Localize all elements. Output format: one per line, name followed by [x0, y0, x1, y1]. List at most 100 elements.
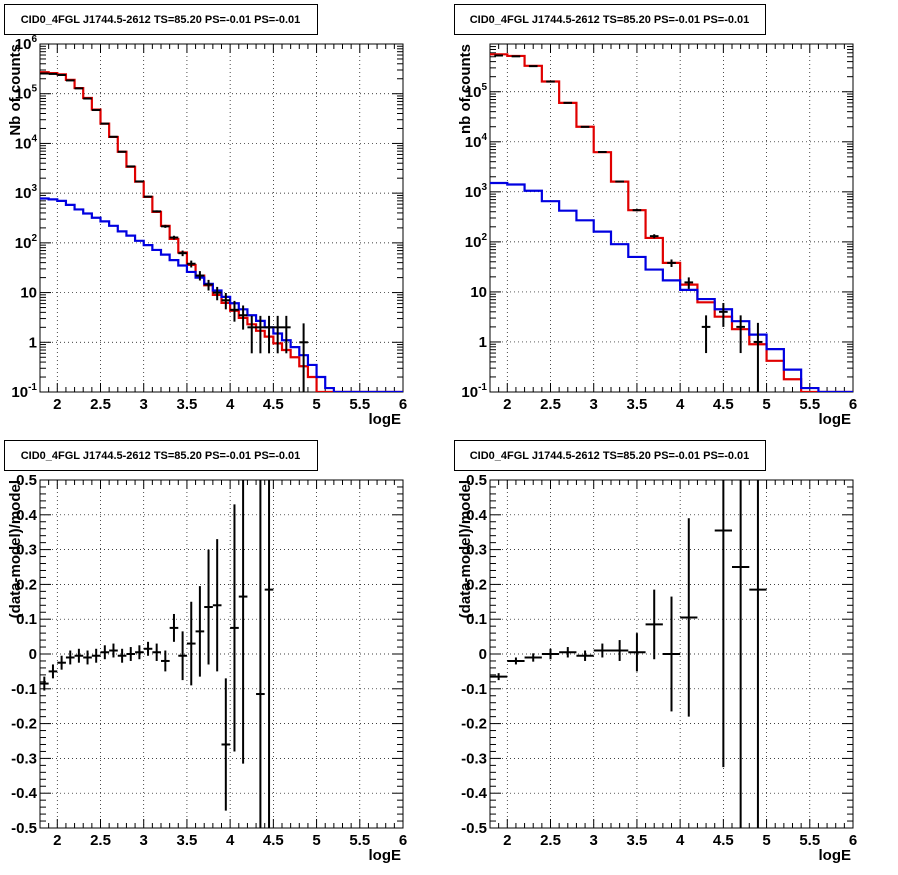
- y-tick-base: 10: [15, 135, 32, 152]
- y-tick-base: 10: [15, 185, 32, 202]
- series-layer: [490, 480, 767, 828]
- data-point: [169, 613, 179, 642]
- y-tick-label: -0.3: [461, 750, 487, 767]
- y-tick-base: 1: [479, 334, 487, 351]
- data-point: [212, 286, 222, 301]
- series-layer: [40, 71, 403, 392]
- y-tick-label: 0: [479, 646, 487, 663]
- y-tick-label: -0.2: [461, 716, 487, 733]
- data-point: [169, 235, 179, 240]
- data-point: [126, 165, 136, 168]
- series-layer: [490, 53, 853, 392]
- data-point: [256, 315, 265, 354]
- title-box: [4, 440, 318, 471]
- y-tick-label: 10-1: [461, 382, 487, 401]
- y-tick-exponent: 5: [31, 84, 37, 95]
- data-point: [680, 518, 698, 717]
- y-tick-label: 104: [15, 133, 38, 152]
- x-tick-label: 3.5: [626, 832, 647, 849]
- data-point: [559, 647, 577, 658]
- data-point: [195, 271, 205, 281]
- y-tick-label: 0.4: [466, 507, 488, 524]
- x-tick-label: 4: [676, 396, 685, 413]
- data-point: [611, 640, 629, 661]
- title-box: [454, 4, 766, 35]
- data-point: [204, 279, 213, 291]
- data-point: [161, 224, 170, 228]
- x-tick-label: 6: [399, 832, 407, 849]
- y-tick-label: 10: [20, 285, 37, 302]
- y-tick-label: 0.5: [466, 472, 487, 489]
- x-tick-label: 2.5: [90, 396, 111, 413]
- data-point: [490, 673, 508, 681]
- x-tick-label: 4: [226, 832, 235, 849]
- data-point: [100, 645, 110, 660]
- x-tick-label: 3: [590, 832, 598, 849]
- y-tick-label: 0.3: [16, 542, 37, 559]
- y-tick-label: 0.1: [466, 611, 487, 628]
- data-point: [238, 305, 248, 330]
- y-tick-label: 102: [465, 232, 488, 251]
- x-tick-label: 2: [503, 832, 511, 849]
- x-tick-label: 2.5: [90, 832, 111, 849]
- x-axis-title: logE: [819, 411, 852, 428]
- data-point: [143, 195, 153, 198]
- y-tick-label: 104: [465, 132, 488, 151]
- x-tick-label: 5.5: [799, 832, 820, 849]
- data-point: [212, 539, 222, 672]
- data-point: [282, 315, 291, 354]
- data-point: [178, 631, 187, 681]
- title-box: [454, 440, 766, 471]
- data-point: [299, 323, 308, 392]
- y-tick-label: 103: [465, 182, 488, 201]
- data-point: [143, 641, 153, 656]
- y-tick-label: -0.4: [461, 785, 488, 802]
- x-tick-label: 6: [849, 396, 857, 413]
- x-tick-label: 4.5: [713, 396, 734, 413]
- x-tick-label: 2: [53, 832, 61, 849]
- x-tick-label: 5: [312, 832, 320, 849]
- data-point: [135, 645, 144, 660]
- data-point: [264, 315, 274, 354]
- x-axis-title: logE: [819, 847, 852, 864]
- data-point: [749, 480, 767, 828]
- x-tick-label: 3: [590, 396, 598, 413]
- data-point: [753, 322, 763, 392]
- chart-panel-3: 2 2.5 3 3.5 4 4.5 5 5.5 6 -0.5 -0.4 -0.3 -0.2 -0.1 0 0.…: [4, 440, 407, 864]
- chart-title: CID0_4FGL J1744.5-2612 TS=85.20 PS=-0.01…: [470, 450, 750, 462]
- y-tick-label: 10: [470, 284, 487, 301]
- data-point: [649, 234, 659, 239]
- chart-title: CID0_4FGL J1744.5-2612 TS=85.20 PS=-0.01…: [21, 450, 301, 462]
- y-tick-label: -0.3: [11, 750, 37, 767]
- x-tick-label: 6: [399, 396, 407, 413]
- data-point: [57, 655, 66, 670]
- data-point: [230, 300, 239, 322]
- data-point: [615, 180, 624, 183]
- y-axis-title: (data-model)/model: [7, 480, 24, 618]
- data-point: [152, 210, 161, 213]
- data-point: [714, 480, 732, 768]
- y-tick-label: 0: [29, 646, 37, 663]
- y-tick-exponent: 2: [481, 232, 487, 243]
- y-tick-label: -0.4: [11, 785, 38, 802]
- x-tick-label: 3: [140, 396, 148, 413]
- y-tick-base: 10: [465, 184, 482, 201]
- data-point: [576, 650, 594, 661]
- x-tick-label: 5: [762, 396, 770, 413]
- data-point: [48, 664, 58, 679]
- data-point: [684, 277, 694, 289]
- x-tick-label: 2.5: [540, 396, 561, 413]
- source_model-histogram: [40, 197, 403, 392]
- data-point: [256, 480, 265, 828]
- y-tick-label: 103: [15, 183, 38, 202]
- x-tick-label: 5: [762, 832, 770, 849]
- data-point: [736, 315, 745, 354]
- y-tick-label: 102: [15, 233, 38, 252]
- data-point: [40, 676, 49, 691]
- y-tick-base: 10: [465, 84, 482, 101]
- data-point: [541, 648, 560, 660]
- data-point: [732, 480, 750, 828]
- data-point: [645, 589, 663, 660]
- x-tick-label: 3.5: [176, 396, 197, 413]
- x-tick-label: 3.5: [626, 396, 647, 413]
